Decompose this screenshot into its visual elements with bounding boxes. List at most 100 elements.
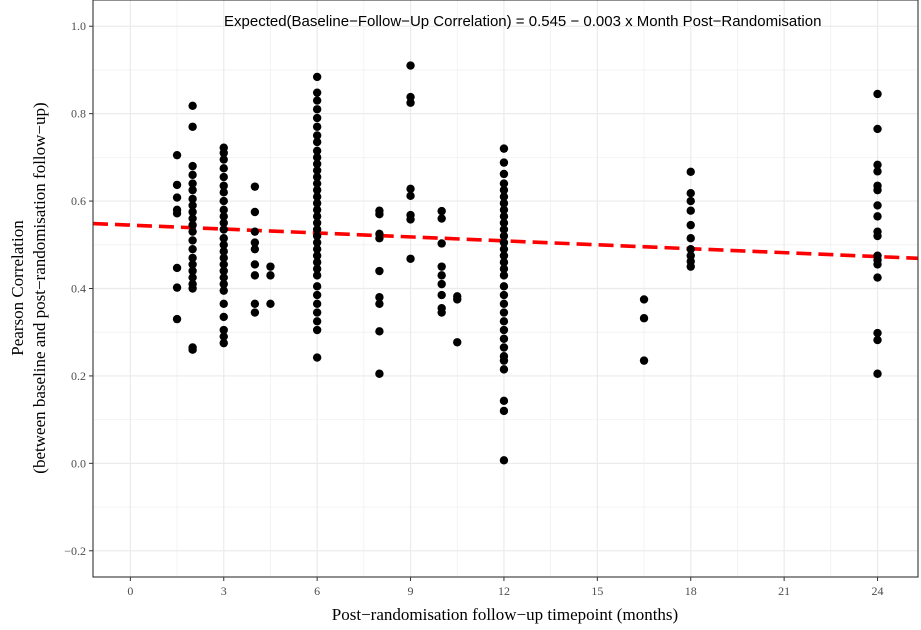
data-point: [312, 153, 322, 162]
data-point: [266, 299, 275, 308]
data-point: [437, 214, 446, 223]
data-point: [219, 332, 228, 341]
data-point: [312, 244, 322, 254]
data-point: [453, 295, 462, 304]
data-point: [375, 266, 384, 276]
x-tick-label: 24: [872, 584, 884, 598]
data-point: [406, 215, 415, 224]
data-point: [499, 356, 509, 365]
data-point: [686, 196, 695, 206]
data-point: [375, 234, 384, 243]
data-point: [499, 258, 509, 267]
data-point: [219, 188, 228, 197]
data-point: [219, 148, 228, 158]
x-tick-label: 9: [408, 584, 414, 598]
trend-line: [92, 221, 919, 261]
data-point: [499, 308, 509, 317]
data-point: [172, 150, 182, 160]
data-point: [406, 254, 415, 263]
data-point: [873, 231, 882, 241]
data-point: [499, 192, 509, 201]
data-point: [499, 244, 509, 254]
data-point: [172, 209, 182, 218]
data-point: [873, 167, 882, 176]
data-point: [406, 61, 415, 70]
data-point: [437, 279, 446, 289]
data-point: [453, 338, 462, 347]
data-point: [312, 251, 322, 260]
data-point: [312, 299, 322, 308]
data-point: [873, 273, 882, 282]
data-point: [312, 131, 322, 140]
data-point: [686, 167, 695, 176]
data-point: [188, 266, 197, 276]
data-point: [499, 238, 509, 247]
data-point: [499, 205, 509, 215]
data-point: [188, 214, 197, 223]
data-point: [499, 158, 509, 167]
data-point: [499, 212, 509, 221]
y-tick-label: 0.8: [71, 107, 86, 121]
data-point: [219, 260, 228, 269]
data-point: [499, 179, 509, 188]
data-point: [499, 343, 509, 352]
data-point: [188, 201, 197, 210]
data-point: [873, 328, 882, 338]
data-point: [873, 89, 882, 99]
data-point: [219, 196, 228, 206]
data-point: [188, 236, 197, 245]
data-point: [172, 193, 182, 202]
y-tick-label: 1.0: [71, 19, 86, 33]
data-point: [172, 180, 182, 190]
data-point: [873, 185, 882, 195]
data-point: [312, 225, 322, 234]
data-point: [250, 244, 260, 254]
y-tick-label: 0.2: [71, 369, 86, 383]
data-point: [219, 312, 228, 322]
data-point: [437, 206, 446, 216]
data-point: [188, 273, 197, 282]
data-point: [312, 159, 322, 169]
data-point: [188, 244, 197, 254]
data-point: [499, 144, 509, 153]
data-point: [312, 179, 322, 188]
y-tick-label: 0.4: [71, 282, 86, 296]
data-point: [312, 199, 322, 208]
data-point: [188, 122, 197, 131]
data-point: [250, 308, 260, 317]
trend-line-group: [92, 221, 919, 261]
y-tick-label: 0.0: [71, 456, 86, 470]
data-point: [686, 206, 695, 215]
data-point: [499, 251, 509, 260]
y-tick-label: 0.6: [71, 194, 86, 208]
data-point: [188, 179, 197, 188]
data-point: [312, 205, 322, 215]
data-point: [312, 122, 322, 131]
data-point: [312, 282, 322, 291]
data-point: [499, 264, 509, 274]
data-point: [406, 98, 415, 107]
data-point: [172, 263, 182, 273]
data-point: [375, 209, 384, 219]
data-point: [219, 253, 228, 263]
data-point: [312, 258, 322, 267]
data-point: [639, 356, 649, 365]
data-point: [219, 205, 228, 215]
data-point: [499, 218, 509, 228]
data-point: [686, 262, 695, 271]
data-point: [312, 105, 322, 114]
data-point: [437, 290, 446, 300]
y-axis-title-line-2: (between baseline and post−randomisation…: [30, 102, 49, 473]
data-point: [219, 273, 228, 282]
data-point: [437, 271, 446, 280]
data-point: [312, 72, 322, 82]
data-point: [250, 207, 260, 217]
data-point: [406, 191, 415, 201]
data-point: [499, 199, 509, 208]
data-point: [312, 146, 322, 156]
data-point: [188, 260, 197, 269]
data-point: [312, 353, 322, 362]
data-point: [406, 184, 415, 194]
data-point: [188, 227, 197, 236]
